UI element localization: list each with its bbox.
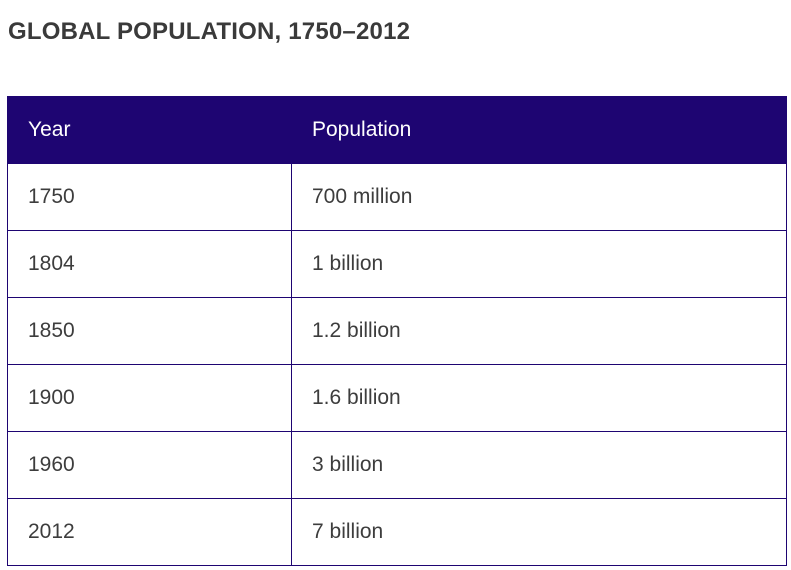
table-row: 1750 700 million <box>7 163 787 231</box>
year-cell: 1804 <box>7 230 292 298</box>
population-cell: 1.2 billion <box>291 297 787 365</box>
year-cell: 1750 <box>7 163 292 231</box>
year-cell: 1960 <box>7 431 292 499</box>
table-row: 1900 1.6 billion <box>7 364 787 432</box>
year-cell: 1900 <box>7 364 292 432</box>
population-cell: 7 billion <box>291 498 787 566</box>
year-cell: 1850 <box>7 297 292 365</box>
population-cell: 1.6 billion <box>291 364 787 432</box>
column-header-year: Year <box>7 96 292 164</box>
population-cell: 700 million <box>291 163 787 231</box>
table-row: 1804 1 billion <box>7 230 787 298</box>
population-table: Year Population 1750 700 million 1804 1 bi… <box>7 96 787 566</box>
population-cell: 1 billion <box>291 230 787 298</box>
table-row: 1960 3 billion <box>7 431 787 499</box>
column-header-population: Population <box>291 96 787 164</box>
page-title: GLOBAL POPULATION, 1750–2012 <box>8 18 411 45</box>
year-cell: 2012 <box>7 498 292 566</box>
table-header-row: Year Population <box>7 96 787 164</box>
table-row: 2012 7 billion <box>7 498 787 566</box>
population-cell: 3 billion <box>291 431 787 499</box>
table-row: 1850 1.2 billion <box>7 297 787 365</box>
